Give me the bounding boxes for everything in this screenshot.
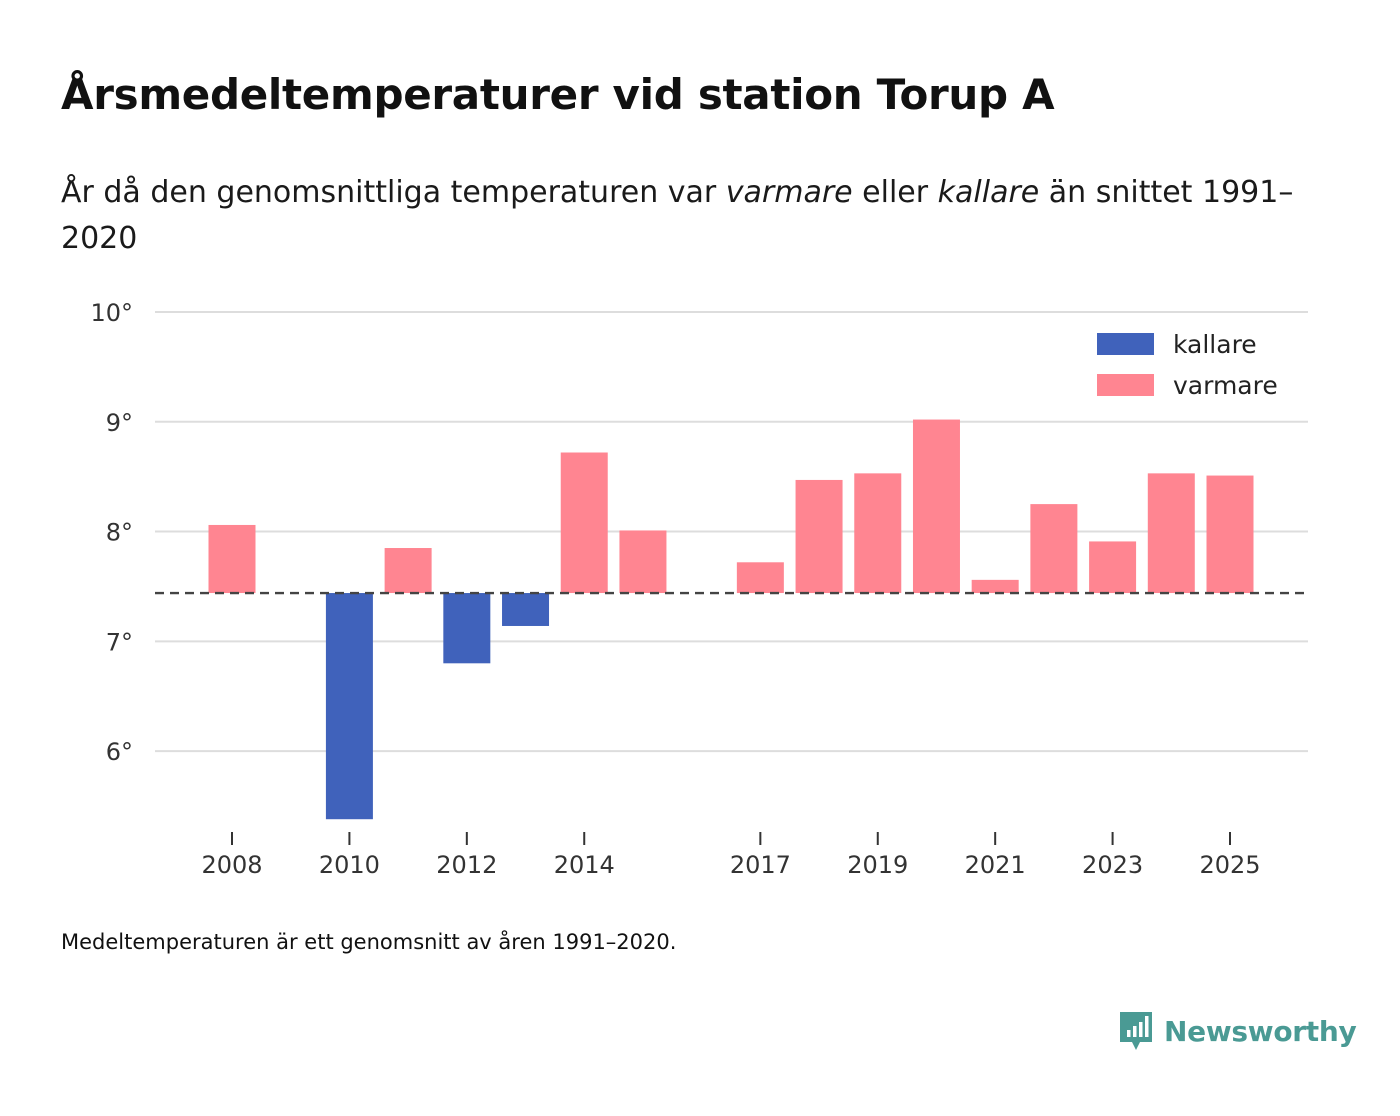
- bar-2015: [619, 530, 667, 594]
- x-tick-label-2014: 2014: [554, 851, 615, 879]
- bar-2025: [1206, 475, 1254, 594]
- x-tick-label-2012: 2012: [436, 851, 497, 879]
- legend: kallare varmare: [1086, 322, 1308, 410]
- chart-title: Årsmedeltemperaturer vid station Torup A: [61, 70, 1055, 119]
- bar-2024: [1147, 473, 1195, 594]
- bar-2011: [384, 548, 432, 594]
- x-tick-label-2021: 2021: [965, 851, 1026, 879]
- bar-2008: [208, 524, 256, 594]
- newsworthy-logo-icon: [1120, 1012, 1152, 1050]
- brand-name: Newsworthy: [1164, 1014, 1357, 1048]
- bar-2018: [795, 479, 843, 594]
- x-tick-label-2019: 2019: [847, 851, 908, 879]
- bar-2017: [736, 562, 784, 594]
- subtitle-text-middle: eller: [852, 175, 938, 210]
- bar-2020: [912, 419, 960, 594]
- x-tick-label-2023: 2023: [1082, 851, 1143, 879]
- x-tick-label-2017: 2017: [730, 851, 791, 879]
- y-tick-label-7: 7°: [106, 628, 133, 656]
- chart-subtitle: År då den genomsnittliga temperaturen va…: [61, 170, 1321, 262]
- y-axis: 6° 7° 8° 9° 10°: [90, 299, 133, 766]
- brand-logo: Newsworthy: [1118, 1010, 1357, 1052]
- subtitle-warm-word: varmare: [725, 175, 853, 210]
- bar-2023: [1089, 541, 1137, 594]
- bar-chart: 6° 7° 8° 9° 10° 2008 2010 2012 2014 2017 2019 2021…: [90, 299, 1308, 879]
- legend-swatch-kallare: [1097, 333, 1154, 355]
- bar-2021: [971, 579, 1019, 594]
- x-tick-label-2010: 2010: [319, 851, 380, 879]
- subtitle-cold-word: kallare: [937, 175, 1040, 210]
- y-tick-label-6: 6°: [106, 738, 133, 766]
- y-tick-label-10: 10°: [90, 299, 133, 327]
- footnote: Medeltemperaturen är ett genomsnitt av å…: [61, 930, 677, 954]
- bar-2012: [443, 593, 491, 664]
- bar-2014: [560, 452, 608, 594]
- x-tick-label-2008: 2008: [201, 851, 262, 879]
- legend-label-kallare: kallare: [1173, 330, 1257, 359]
- y-tick-label-8: 8°: [106, 519, 133, 547]
- bar-2010: [325, 593, 373, 820]
- x-tick-label-2025: 2025: [1199, 851, 1260, 879]
- legend-swatch-varmare: [1097, 374, 1154, 396]
- y-tick-label-9: 9°: [106, 409, 133, 437]
- subtitle-text-start: År då den genomsnittliga temperaturen va…: [61, 175, 726, 210]
- legend-label-varmare: varmare: [1173, 371, 1278, 400]
- subtitle-text-end: än snittet 1991–2020: [61, 175, 1294, 256]
- bar-2022: [1030, 504, 1078, 594]
- x-axis: 2008 2010 2012 2014 2017 2019 2021 2023 2025: [201, 832, 1261, 879]
- bar-2013: [502, 593, 550, 626]
- bar-2019: [854, 473, 902, 594]
- bars: [208, 419, 1254, 820]
